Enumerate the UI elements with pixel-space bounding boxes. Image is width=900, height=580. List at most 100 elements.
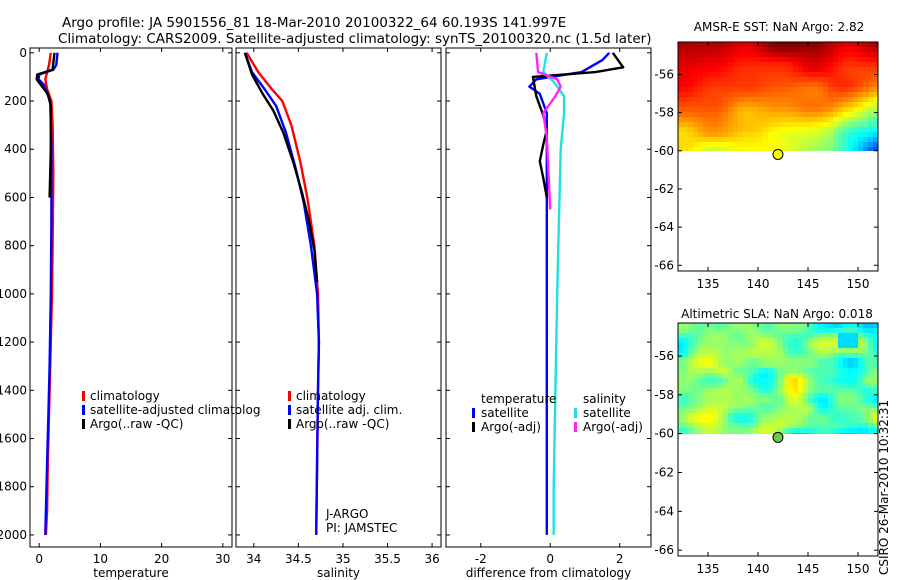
heatmap-cell — [848, 388, 854, 394]
heatmap-cell — [793, 343, 799, 349]
heatmap-cell — [788, 62, 794, 68]
heatmap-cell — [718, 72, 724, 78]
heatmap-cell — [848, 47, 854, 53]
heatmap-cell — [778, 328, 784, 334]
heatmap-cell — [763, 137, 769, 143]
heatmap-cell — [728, 97, 734, 103]
heatmap-cell — [703, 373, 709, 379]
heatmap-cell — [803, 428, 809, 434]
heatmap-cell — [808, 428, 814, 434]
heatmap-cell — [803, 127, 809, 133]
heatmap-cell — [798, 112, 804, 118]
heatmap-cell — [733, 428, 739, 434]
heatmap-cell — [698, 413, 704, 419]
heatmap-cell — [688, 47, 694, 53]
heatmap-cell — [833, 348, 839, 354]
heatmap-cell — [813, 77, 819, 83]
heatmap-cell — [833, 102, 839, 108]
heatmap-cell — [678, 323, 684, 329]
heatmap-cell — [708, 67, 714, 73]
heatmap-cell — [803, 333, 809, 339]
heatmap-cell — [688, 343, 694, 349]
heatmap-cell — [758, 373, 764, 379]
heatmap-cell — [718, 62, 724, 68]
heatmap-cell — [858, 408, 864, 414]
heatmap-cell — [793, 428, 799, 434]
heatmap-cell — [873, 423, 879, 429]
heatmap-cell — [758, 398, 764, 404]
heatmap-cell — [838, 122, 844, 128]
heatmap-cell — [843, 403, 849, 409]
heatmap-cell — [778, 363, 784, 369]
heatmap-cell — [733, 82, 739, 88]
heatmap-cell — [803, 373, 809, 379]
heatmap-cell — [818, 47, 824, 53]
heatmap-cell — [798, 102, 804, 108]
heatmap-cell — [763, 82, 769, 88]
heatmap-cell — [783, 62, 789, 68]
heatmap-cell — [838, 393, 844, 399]
heatmap-cell — [818, 147, 824, 152]
heatmap-cell — [698, 433, 704, 434]
heatmap-cell — [688, 72, 694, 78]
heatmap-cell — [698, 358, 704, 364]
heatmap-cell — [863, 333, 869, 339]
heatmap-cell — [823, 423, 829, 429]
heatmap-cell — [708, 117, 714, 123]
heatmap-cell — [693, 52, 699, 58]
heatmap-cell — [858, 127, 864, 133]
heatmap-cell — [678, 62, 684, 68]
heatmap-cell — [763, 122, 769, 128]
heatmap-cell — [818, 423, 824, 429]
heatmap-cell — [763, 418, 769, 424]
heatmap-cell — [703, 122, 709, 128]
heatmap-cell — [833, 383, 839, 389]
heatmap-cell — [838, 142, 844, 148]
heatmap-cell — [763, 413, 769, 419]
heatmap-cell — [823, 137, 829, 143]
heatmap-cell — [683, 52, 689, 58]
heatmap-cell — [763, 92, 769, 98]
heatmap-cell — [693, 42, 699, 48]
heatmap-cell — [813, 127, 819, 133]
sla-heatmap-cells — [678, 323, 879, 434]
heatmap-cell — [728, 378, 734, 384]
heatmap-cell — [748, 383, 754, 389]
heatmap-cell — [728, 338, 734, 344]
heatmap-cell — [813, 87, 819, 93]
heatmap-cell — [768, 423, 774, 429]
heatmap-cell — [698, 368, 704, 374]
heatmap-cell — [853, 72, 859, 78]
heatmap-cell — [863, 398, 869, 404]
y-tick-label: 1600 — [0, 432, 27, 446]
heatmap-cell — [838, 398, 844, 404]
heatmap-cell — [758, 67, 764, 73]
heatmap-cell — [798, 348, 804, 354]
y-tick-label: -66 — [654, 543, 674, 557]
heatmap-cell — [758, 82, 764, 88]
heatmap-cell — [753, 408, 759, 414]
heatmap-cell — [793, 147, 799, 152]
heatmap-cell — [693, 142, 699, 148]
heatmap-cell — [808, 358, 814, 364]
heatmap-cell — [738, 398, 744, 404]
heatmap-cell — [753, 62, 759, 68]
heatmap-cell — [708, 57, 714, 63]
heatmap-cell — [793, 338, 799, 344]
pi-annotation: J-ARGO — [325, 507, 368, 521]
heatmap-cell — [753, 403, 759, 409]
heatmap-cell — [738, 433, 744, 434]
heatmap-cell — [733, 423, 739, 429]
heatmap-cell — [733, 67, 739, 73]
heatmap-cell — [688, 403, 694, 409]
heatmap-cell — [708, 363, 714, 369]
heatmap-cell — [803, 97, 809, 103]
heatmap-cell — [698, 52, 704, 58]
heatmap-cell — [768, 323, 774, 329]
heatmap-cell — [718, 348, 724, 354]
heatmap-cell — [873, 82, 879, 88]
heatmap-cell — [678, 117, 684, 123]
heatmap-cell — [718, 338, 724, 344]
heatmap-cell — [818, 132, 824, 138]
heatmap-cell — [678, 383, 684, 389]
